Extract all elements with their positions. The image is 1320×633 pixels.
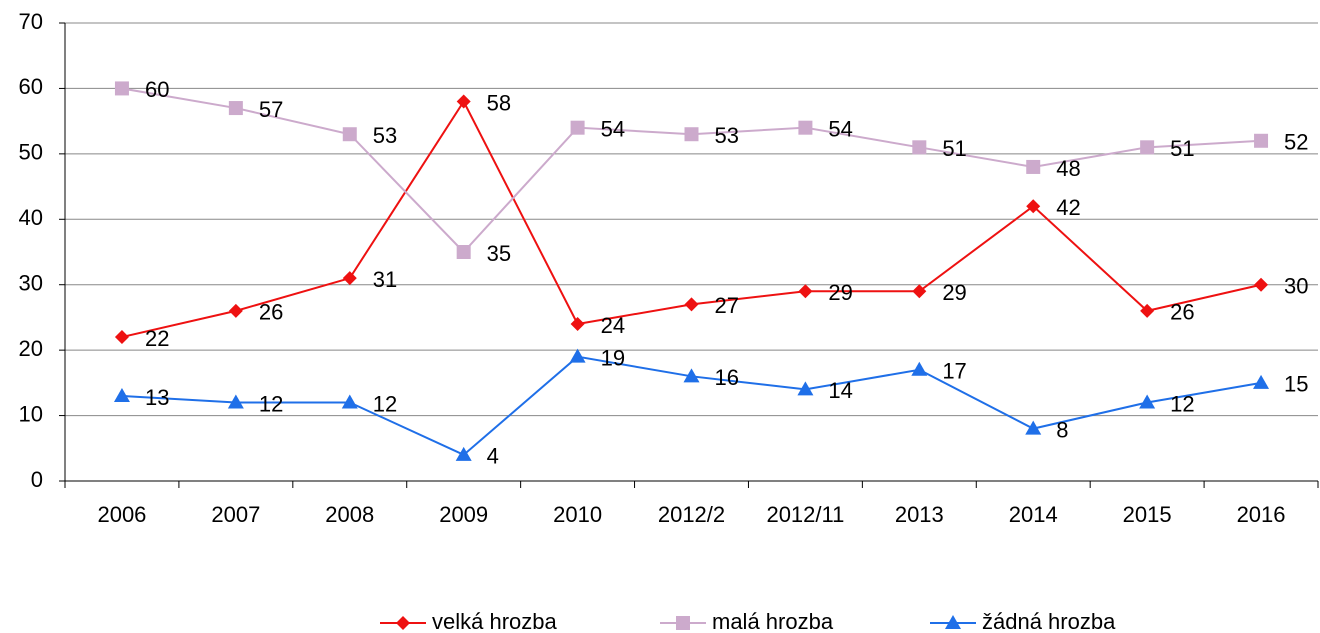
data-point (455, 446, 472, 461)
x-tick-label: 2012/11 (766, 502, 844, 527)
data-point (456, 245, 471, 259)
data-point (684, 297, 699, 312)
data-point (1254, 133, 1269, 148)
series-line (121, 87, 1262, 254)
y-tick-label: 30 (19, 271, 43, 296)
data-label: 19 (601, 345, 625, 370)
data-label: 53 (373, 123, 397, 148)
data-point (114, 81, 129, 96)
x-tick-label: 2008 (325, 502, 374, 527)
x-tick-label: 2015 (1123, 502, 1172, 527)
data-label: 27 (715, 293, 739, 318)
legend-label: malá hrozba (712, 609, 834, 633)
legend-marker (676, 616, 690, 630)
data-point (1253, 374, 1270, 389)
data-label: 15 (1284, 372, 1308, 397)
data-label: 29 (942, 280, 966, 305)
data-label: 51 (942, 136, 966, 161)
x-tick-label: 2007 (211, 502, 260, 527)
data-point (1026, 159, 1041, 174)
data-point (570, 316, 585, 331)
data-point (912, 140, 927, 155)
legend-marker (396, 616, 410, 630)
data-label: 52 (1284, 130, 1308, 155)
data-point (1026, 199, 1041, 214)
data-point (456, 94, 471, 109)
data-label: 54 (828, 116, 852, 141)
data-point (342, 127, 357, 142)
data-label: 58 (487, 90, 511, 115)
y-tick-label: 70 (19, 9, 43, 34)
data-label: 17 (942, 359, 966, 384)
data-point (798, 284, 813, 299)
data-point (1254, 277, 1269, 292)
data-point (569, 348, 586, 363)
data-point (911, 361, 928, 376)
data-label: 22 (145, 326, 169, 351)
data-label: 53 (715, 123, 739, 148)
data-label: 54 (601, 116, 625, 141)
y-tick-label: 60 (19, 74, 43, 99)
legend-marker (945, 615, 961, 629)
x-tick-label: 2009 (439, 502, 488, 527)
data-point (1139, 394, 1156, 409)
data-label: 29 (828, 280, 852, 305)
data-label: 26 (259, 300, 283, 325)
data-point (797, 381, 814, 396)
data-label: 42 (1056, 195, 1080, 220)
data-label: 51 (1170, 136, 1194, 161)
y-tick-label: 50 (19, 140, 43, 165)
data-label: 14 (828, 378, 852, 403)
data-point (113, 387, 130, 402)
y-tick-label: 10 (19, 401, 43, 426)
data-label: 30 (1284, 274, 1308, 299)
data-point (912, 284, 927, 299)
x-tick-label: 2013 (895, 502, 944, 527)
data-label: 12 (373, 391, 397, 416)
x-tick-label: 2016 (1237, 502, 1286, 527)
data-label: 12 (259, 391, 283, 416)
data-point (114, 330, 129, 345)
y-tick-label: 20 (19, 336, 43, 361)
data-point (1025, 420, 1042, 435)
data-point (1140, 140, 1155, 155)
data-point (228, 303, 243, 318)
data-label: 31 (373, 267, 397, 292)
data-point (1140, 303, 1155, 318)
legend-label: žádná hrozba (982, 609, 1116, 633)
x-tick-label: 2010 (553, 502, 602, 527)
data-point (570, 120, 585, 135)
data-point (798, 120, 813, 135)
data-point (342, 271, 357, 286)
x-tick-label: 2006 (97, 502, 146, 527)
data-label: 13 (145, 385, 169, 410)
data-label: 4 (487, 444, 499, 469)
data-point (683, 368, 700, 383)
data-label: 24 (601, 313, 625, 338)
data-label: 16 (715, 365, 739, 390)
data-label: 8 (1056, 417, 1068, 442)
data-label: 48 (1056, 156, 1080, 181)
y-tick-label: 40 (19, 205, 43, 230)
data-label: 35 (487, 241, 511, 266)
data-label: 60 (145, 77, 169, 102)
y-tick-label: 0 (31, 467, 43, 492)
data-label: 12 (1170, 391, 1194, 416)
data-point (684, 127, 699, 142)
x-tick-label: 2012/2 (658, 502, 725, 527)
data-label: 26 (1170, 300, 1194, 325)
data-point (228, 101, 243, 116)
legend-label: velká hrozba (432, 609, 558, 633)
data-point (227, 394, 244, 409)
data-point (341, 394, 358, 409)
data-label: 57 (259, 97, 283, 122)
x-tick-label: 2014 (1009, 502, 1058, 527)
